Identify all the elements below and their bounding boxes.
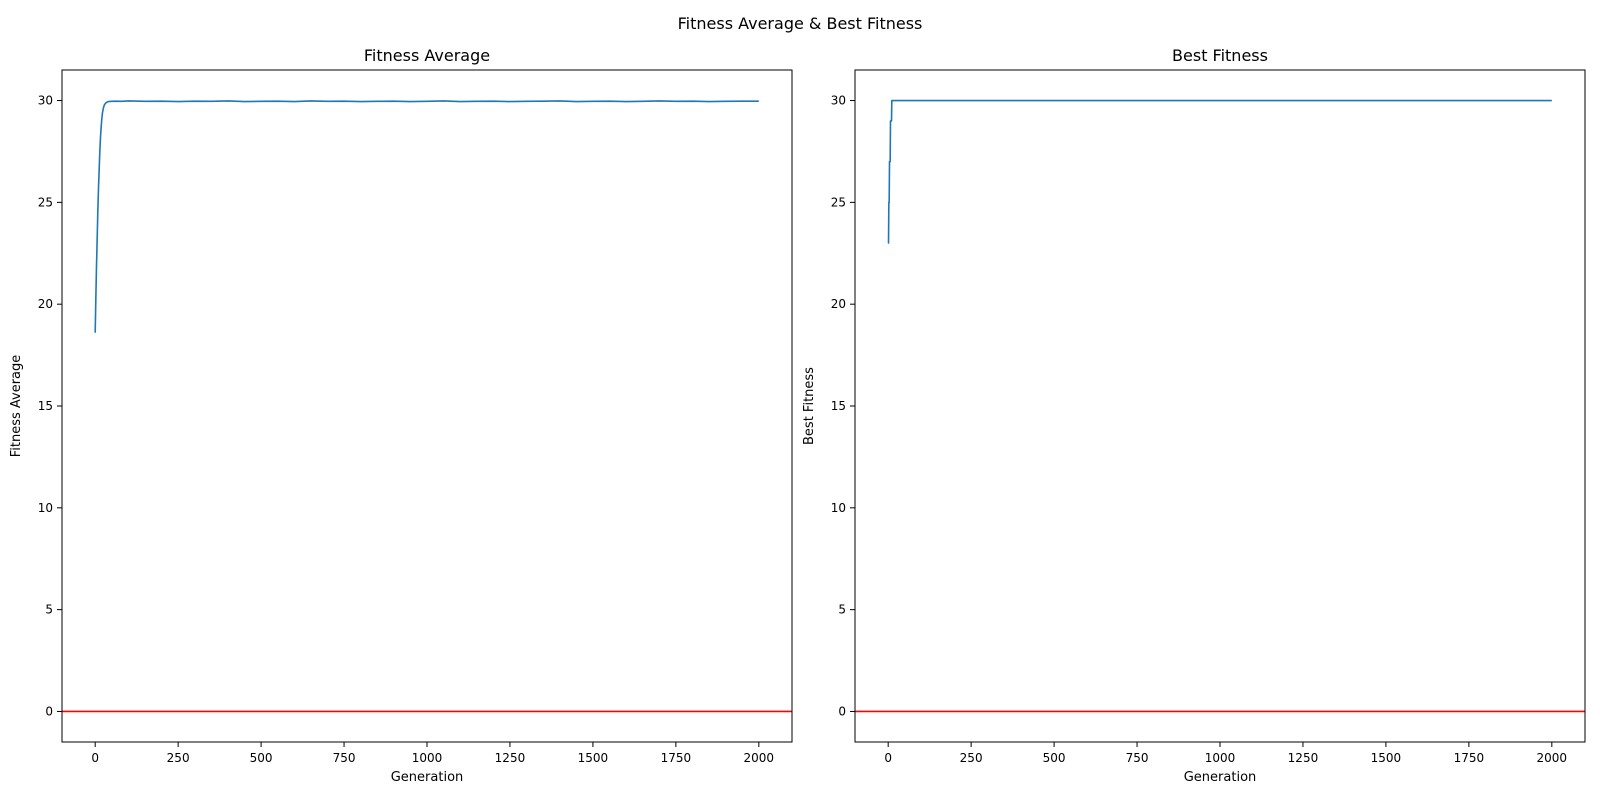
series-line-1 xyxy=(94,100,759,333)
x-tick-label: 0 xyxy=(91,751,99,765)
x-tick-label: 0 xyxy=(884,751,892,765)
y-tick-label: 20 xyxy=(38,297,53,311)
y-tick-label: 15 xyxy=(831,399,846,413)
y-axis-label: Best Fitness xyxy=(802,367,817,445)
x-tick-label: 500 xyxy=(1043,751,1066,765)
x-tick-label: 1000 xyxy=(1205,751,1236,765)
x-tick-label: 250 xyxy=(960,751,983,765)
y-tick-label: 0 xyxy=(838,704,846,718)
x-axis-label: Generation xyxy=(391,770,464,785)
y-tick-label: 5 xyxy=(45,603,53,617)
y-tick-label: 25 xyxy=(831,195,846,209)
y-tick-label: 20 xyxy=(831,297,846,311)
y-axis-label: Fitness Average xyxy=(9,355,24,458)
figure-suptitle: Fitness Average & Best Fitness xyxy=(678,14,923,33)
series-line-1 xyxy=(887,99,1552,244)
axes-frame xyxy=(61,69,793,743)
x-tick-label: 1000 xyxy=(412,751,443,765)
chart-panel-1: 0 250 500 750 1000 1250 1500 1750 2000 0 5 10 15 20 25… xyxy=(9,46,793,785)
y-tick-label: 30 xyxy=(38,94,53,108)
chart-panel-2: 0 250 500 750 1000 1250 1500 1750 2000 0 5 10 15 20 25… xyxy=(802,46,1586,785)
x-tick-label: 1250 xyxy=(1288,751,1319,765)
y-tick-label: 30 xyxy=(831,94,846,108)
x-tick-label: 1250 xyxy=(495,751,526,765)
y-tick-label: 25 xyxy=(38,195,53,209)
x-tick-label: 2000 xyxy=(1537,751,1568,765)
x-tick-label: 500 xyxy=(250,751,273,765)
x-tick-label: 1500 xyxy=(1371,751,1402,765)
axes-frame xyxy=(854,69,1586,743)
y-tick-label: 15 xyxy=(38,399,53,413)
x-tick-label: 750 xyxy=(1126,751,1149,765)
y-tick-label: 10 xyxy=(38,501,53,515)
chart-title: Best Fitness xyxy=(1172,46,1268,65)
y-tick-label: 5 xyxy=(838,603,846,617)
y-tick-label: 0 xyxy=(45,704,53,718)
y-tick-label: 10 xyxy=(831,501,846,515)
chart-title: Fitness Average xyxy=(364,46,490,65)
x-tick-label: 1750 xyxy=(661,751,692,765)
x-tick-label: 750 xyxy=(333,751,356,765)
x-tick-label: 250 xyxy=(167,751,190,765)
x-tick-label: 2000 xyxy=(744,751,775,765)
x-axis-label: Generation xyxy=(1184,770,1257,785)
x-tick-label: 1750 xyxy=(1454,751,1485,765)
x-tick-label: 1500 xyxy=(578,751,609,765)
